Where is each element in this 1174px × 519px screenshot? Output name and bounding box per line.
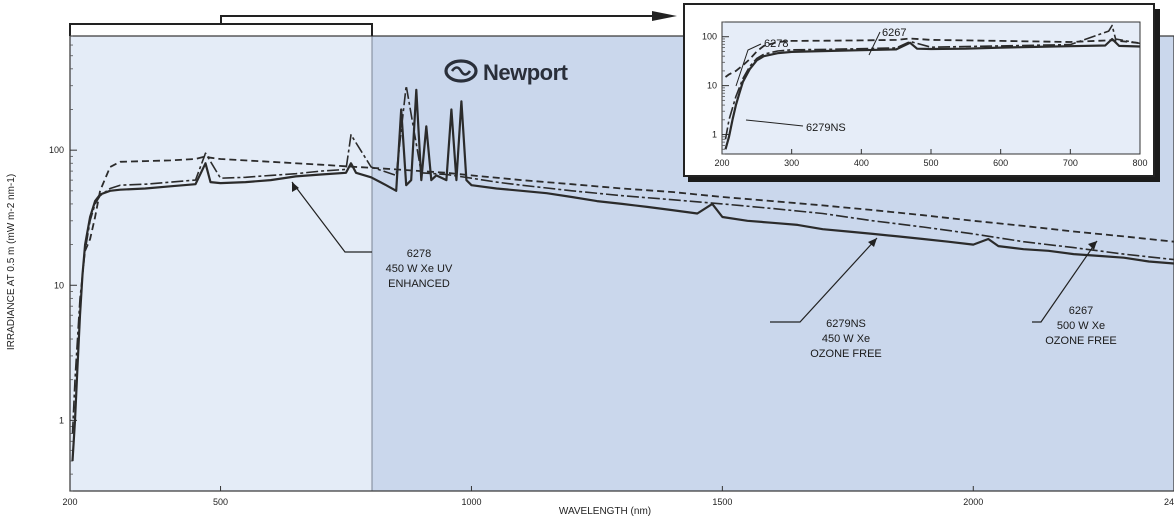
inset-annotation-6279ns: 6279NS [806,122,846,134]
main-axis-ticks: 2005001000150020002400110100 [49,35,1174,507]
inset-series-6279ns-line [724,37,1140,150]
plot-frame [69,35,1174,492]
inset-x-tick-label-700: 700 [1063,158,1078,168]
arrow-right-icon [652,11,677,21]
annotation-arrowheads [292,182,1097,250]
uv-region-background [70,36,372,491]
inset-series-6278-line [724,37,1140,78]
main-y-tick-label-1: 1 [59,415,64,425]
inset-x-tick-label-800: 800 [1132,158,1147,168]
annotation-6279ns: 6279NS 450 W Xe OZONE FREE [810,318,882,360]
inset-chart: 200 300 400 500 600 700 800 1 10 100 6278 6267 62… [683,3,1160,182]
main-x-tick-label-500: 500 [213,497,228,507]
inset-annotation-6278: 6278 [764,38,788,50]
main-series-6267-line [71,84,1174,434]
main-y-tick-label-100: 100 [49,145,64,155]
main-x-tick-label-1500: 1500 [712,497,732,507]
annotation-6279ns-line1: 6279NS [826,318,866,330]
annotation-6278-line1: 6278 [407,248,431,260]
inset-annotation-6267: 6267 [882,27,906,39]
annotation-6278-line2: 450 W Xe UV [386,263,453,275]
annotation-6267-line1: 6267 [1069,305,1093,317]
inset-y-tick-label-10: 10 [707,81,717,91]
inset-series-group [724,24,1140,150]
annotation-6267-line2: 500 W Xe [1057,320,1105,332]
inset-x-tick-label-400: 400 [854,158,869,168]
inset-x-tick-label-500: 500 [923,158,938,168]
brand-name: Newport [483,60,569,85]
y-axis-title: IRRADIANCE AT 0.5 m (mW m-2 nm-1) [6,174,17,350]
inset-annotation-leaders [735,31,881,127]
inset-y-tick-label-100: 100 [702,32,717,42]
annotation-6279ns-line2: 450 W Xe [822,333,870,345]
annotation-6267-line3: OZONE FREE [1045,335,1117,347]
main-x-tick-label-2000: 2000 [963,497,983,507]
inset-x-tick-label-600: 600 [993,158,1008,168]
main-x-tick-label-2400: 2400 [1164,497,1174,507]
main-series-6278-line [84,155,1174,252]
newport-logo-icon: Newport [444,59,569,85]
annotation-6278-line3: ENHANCED [388,278,450,290]
main-x-tick-label-1000: 1000 [461,497,481,507]
inset-y-tick-label-1: 1 [712,130,717,140]
inset-x-tick-label-200: 200 [714,158,729,168]
inset-series-6267-line [724,24,1140,140]
zoom-bracket [69,15,655,36]
annotation-6279ns-line3: OZONE FREE [810,348,882,360]
x-axis-title: WAVELENGTH (nm) [559,506,651,517]
inset-axis-ticks: 200 300 400 500 600 700 800 1 10 100 [702,21,1148,168]
main-x-tick-label-200: 200 [62,497,77,507]
main-series-group [71,84,1174,462]
annotation-6278: 6278 450 W Xe UV ENHANCED [386,248,453,290]
main-y-tick-label-10: 10 [54,280,64,290]
annotation-leaders [291,181,1098,323]
main-series-6279ns-line [71,88,1174,462]
inset-x-tick-label-300: 300 [784,158,799,168]
annotation-6267: 6267 500 W Xe OZONE FREE [1045,305,1117,347]
